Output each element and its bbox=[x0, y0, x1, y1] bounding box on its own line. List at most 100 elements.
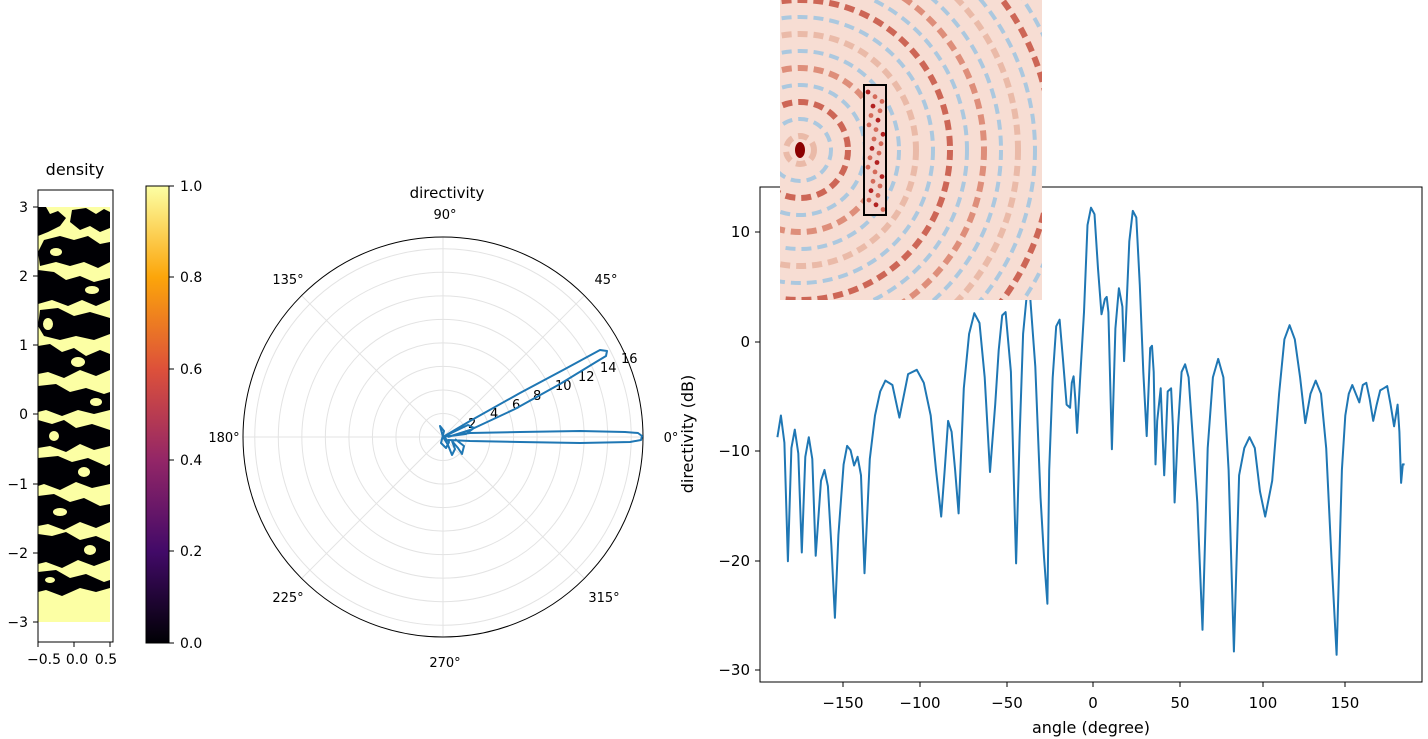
pressure-wavefront bbox=[953, 0, 1021, 300]
density-title: density bbox=[46, 160, 105, 179]
pressure-wavefront bbox=[780, 49, 901, 251]
design-region-speck bbox=[876, 150, 882, 156]
line-xaxis: −150 −100 −50 0 50 100 150 bbox=[822, 682, 1359, 712]
line-ytick-label: 10 bbox=[731, 223, 750, 241]
density-xtick-label: −0.5 bbox=[27, 652, 61, 668]
polar-radial-label: 2 bbox=[468, 417, 476, 432]
density-map bbox=[38, 207, 110, 622]
design-region-speck bbox=[877, 108, 883, 114]
line-xtick-label: 100 bbox=[1249, 694, 1278, 712]
line-series-curve bbox=[776, 206, 1405, 656]
polar-grid-spoke bbox=[301, 295, 444, 438]
polar-grid-spoke bbox=[442, 436, 585, 579]
polar-outline bbox=[242, 236, 644, 638]
polar-title: directivity bbox=[410, 184, 485, 202]
density-ytick-label: 1 bbox=[19, 338, 28, 354]
design-region-speck bbox=[868, 188, 874, 194]
design-region-speck bbox=[875, 193, 881, 198]
density-ytick-label: −2 bbox=[7, 546, 28, 562]
line-ytick-label: −30 bbox=[718, 661, 750, 679]
design-region-speck bbox=[869, 146, 875, 151]
line-xtick-label: 50 bbox=[1170, 694, 1189, 712]
polar-angle-label: 180° bbox=[208, 431, 239, 446]
polar-directivity-curve bbox=[439, 349, 643, 456]
polar-angle-label: 135° bbox=[272, 273, 303, 288]
line-xtick-label: −150 bbox=[822, 694, 863, 712]
colorbar-tick-label: 0.2 bbox=[180, 544, 202, 560]
polar-radial-labels: 2 4 6 8 10 12 14 16 bbox=[468, 352, 638, 432]
source-point bbox=[795, 142, 805, 158]
polar-angle-label: 45° bbox=[594, 273, 617, 288]
design-region-speck bbox=[870, 178, 876, 184]
line-ytick-label: −10 bbox=[718, 442, 750, 460]
pressure-wavefront bbox=[780, 15, 935, 285]
colorbar: 1.0 0.8 0.6 0.4 0.2 0.0 bbox=[145, 179, 202, 652]
design-region-speck bbox=[879, 99, 885, 104]
line-xtick-label: 150 bbox=[1331, 694, 1360, 712]
pressure-wavefront bbox=[780, 117, 833, 183]
line-ytick-label: 0 bbox=[740, 333, 750, 351]
polar-radial-label: 4 bbox=[490, 407, 498, 422]
polar-angle-labels: 0° 45° 90° 135° 180° 225° 270° 315° bbox=[208, 208, 678, 671]
pressure-wavefront bbox=[780, 99, 851, 201]
design-region-speck bbox=[867, 155, 873, 161]
polar-angle-label: 315° bbox=[588, 591, 619, 606]
line-ytick-label: −20 bbox=[718, 552, 750, 570]
colorbar-tick-label: 0.0 bbox=[180, 636, 202, 652]
polar-angle-label: 225° bbox=[272, 591, 303, 606]
density-xtick-label: 0.5 bbox=[95, 652, 117, 668]
polar-angle-label: 0° bbox=[664, 431, 679, 446]
pressure-wavefront bbox=[978, 0, 1037, 300]
density-ytick-label: −1 bbox=[7, 477, 28, 493]
design-region-speck bbox=[866, 122, 872, 128]
density-void-regions bbox=[38, 207, 110, 596]
design-region-fill bbox=[864, 85, 886, 215]
polar-radial-label: 6 bbox=[512, 398, 520, 413]
colorbar-tick-label: 0.8 bbox=[180, 270, 202, 286]
polar-grid-spoke bbox=[442, 295, 585, 438]
colorbar-ticks: 1.0 0.8 0.6 0.4 0.2 0.0 bbox=[169, 179, 202, 652]
design-region-speck bbox=[872, 94, 878, 100]
design-region-speck bbox=[866, 197, 872, 203]
polar-radial-label: 12 bbox=[578, 370, 595, 385]
density-yaxis: 3 2 1 0 −1 −2 −3 bbox=[7, 200, 38, 631]
density-xtick-label: 0.0 bbox=[66, 652, 88, 668]
polar-radial-label: 10 bbox=[555, 379, 572, 394]
polar-angle-label: 90° bbox=[433, 208, 456, 223]
polar-radial-label: 14 bbox=[600, 361, 617, 376]
polar-radial-label: 16 bbox=[621, 352, 638, 367]
line-xlabel: angle (degree) bbox=[1032, 718, 1150, 737]
line-xtick-label: 0 bbox=[1088, 694, 1098, 712]
line-xtick-label: −100 bbox=[899, 694, 940, 712]
design-region-speck bbox=[880, 131, 886, 137]
design-region-speck bbox=[875, 117, 881, 123]
colorbar-tick-label: 0.6 bbox=[180, 362, 202, 378]
pressure-wavefront bbox=[783, 133, 817, 167]
line-yaxis: 10 0 −10 −20 −30 bbox=[718, 223, 760, 679]
design-region-texture bbox=[865, 89, 886, 212]
density-ytick-label: 0 bbox=[19, 407, 28, 423]
pressure-wavefront bbox=[780, 31, 919, 269]
density-ytick-label: 3 bbox=[19, 200, 28, 216]
design-region-speck bbox=[873, 202, 879, 208]
density-panel: density bbox=[7, 160, 117, 668]
pressure-wavefront bbox=[930, 0, 1003, 300]
line-ylabel: directivity (dB) bbox=[678, 375, 697, 494]
design-region-speck bbox=[868, 113, 874, 118]
design-region-speck bbox=[871, 136, 877, 142]
density-xaxis: −0.5 0.0 0.5 bbox=[27, 642, 117, 668]
design-region-speck bbox=[880, 207, 886, 212]
design-region-speck bbox=[879, 174, 885, 180]
pressure-wavefront bbox=[780, 0, 953, 300]
pressure-wavefront bbox=[868, 0, 969, 300]
design-region-speck bbox=[873, 127, 879, 132]
density-frame bbox=[37, 189, 114, 643]
line-xtick-label: −50 bbox=[991, 694, 1023, 712]
polar-grid bbox=[243, 237, 643, 637]
polar-panel: directivity 0° 45° 90° 135° 180° 225° 27… bbox=[208, 184, 678, 671]
density-ytick-label: −3 bbox=[7, 615, 28, 631]
design-region-speck bbox=[874, 160, 880, 165]
design-region-speck bbox=[877, 183, 883, 189]
design-region-speck bbox=[872, 169, 878, 175]
